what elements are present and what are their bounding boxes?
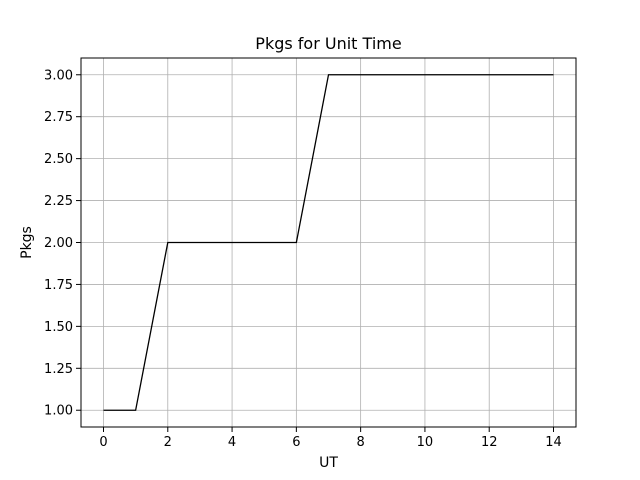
- y-tick-label: 1.50: [44, 320, 73, 335]
- y-tick-label: 1.25: [44, 362, 73, 377]
- y-tick-label: 2.50: [44, 152, 73, 167]
- y-tick-label: 2.00: [44, 236, 73, 251]
- series-line: [103, 74, 554, 411]
- y-tick-label: 1.00: [44, 404, 73, 419]
- x-tick-label: 8: [357, 435, 365, 450]
- series-layer: [103, 74, 554, 411]
- y-tick-label: 2.25: [44, 194, 73, 209]
- x-axis-title: UT: [319, 455, 338, 471]
- x-tick-label: 2: [164, 435, 172, 450]
- x-tick-label: 14: [545, 435, 562, 450]
- x-tick-label: 12: [481, 435, 498, 450]
- x-tick-label: 10: [417, 435, 434, 450]
- y-tick-label: 1.75: [44, 278, 73, 293]
- ticks: 0 2 4 6 8 10 12 14 1.00 1.25 1.50 1.75 2.00 2.25 2.50 2…: [44, 68, 562, 450]
- x-tick-label: 0: [99, 435, 107, 450]
- y-tick-label: 2.75: [44, 110, 73, 125]
- x-tick-label: 4: [228, 435, 236, 450]
- y-axis-title: Pkgs: [19, 226, 35, 259]
- y-tick-label: 3.00: [44, 68, 73, 83]
- x-tick-label: 6: [292, 435, 300, 450]
- chart-title: Pkgs for Unit Time: [255, 34, 401, 53]
